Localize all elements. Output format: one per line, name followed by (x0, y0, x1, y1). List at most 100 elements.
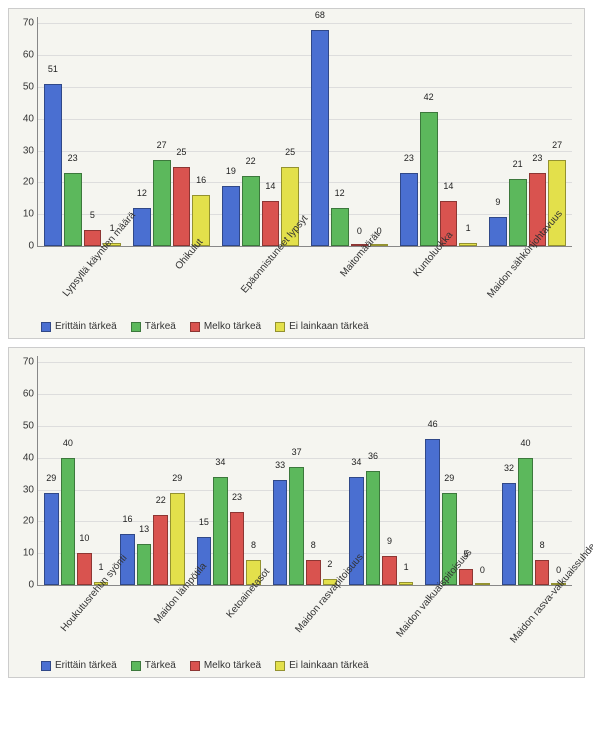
bar-wrap: 14 (440, 17, 458, 246)
bar-wrap: 16 (120, 356, 135, 585)
bar (548, 160, 566, 246)
y-tick-label: 0 (14, 241, 34, 252)
bar-value-label: 34 (215, 457, 225, 467)
bar-wrap: 0 (370, 17, 388, 246)
bar-wrap: 40 (518, 356, 533, 585)
legend-item: Melko tärkeä (190, 321, 261, 332)
y-tick-label: 40 (14, 452, 34, 463)
bar-wrap: 25 (173, 17, 191, 246)
bar-group: 2342141 (394, 17, 483, 246)
bar-value-label: 23 (232, 492, 242, 502)
bar-wrap: 22 (153, 356, 168, 585)
bar-wrap: 16 (192, 17, 210, 246)
bar-value-label: 19 (226, 166, 236, 176)
bar-group: 19221425 (216, 17, 305, 246)
legend-swatch (190, 322, 200, 332)
bar-value-label: 23 (68, 153, 78, 163)
bar-wrap: 37 (289, 356, 304, 585)
bar-wrap: 51 (44, 17, 62, 246)
bar (153, 515, 168, 585)
legend-item: Ei lainkaan tärkeä (275, 660, 369, 671)
bar (289, 467, 304, 585)
bar-value-label: 37 (292, 447, 302, 457)
bar-value-label: 23 (404, 153, 414, 163)
bar-value-label: 22 (246, 156, 256, 166)
bar-wrap: 68 (311, 17, 329, 246)
bar-wrap: 40 (61, 356, 76, 585)
bar (502, 483, 517, 585)
bar-wrap: 1 (399, 356, 414, 585)
y-tick-label: 60 (14, 50, 34, 61)
bar-group: 15 34 23 8 (191, 356, 267, 585)
bar-value-label: 40 (63, 438, 73, 448)
bar-value-label: 10 (79, 533, 89, 543)
bar (170, 493, 185, 585)
bar-wrap: 1 (459, 17, 477, 246)
y-tick-label: 20 (14, 516, 34, 527)
bar-wrap: 0 (351, 17, 369, 246)
bar-wrap: 29 (44, 356, 59, 585)
bar-group: 333782 (267, 356, 343, 585)
bar-wrap: 8 (306, 356, 321, 585)
bar-wrap: 22 (242, 17, 260, 246)
bar (44, 493, 59, 585)
legend-label: Tärkeä (145, 660, 176, 671)
x-axis-labels: Lypsyllä käyntien määräOhikulutEpäonnist… (37, 247, 572, 317)
plot-area: 0102030405060705123511227251619221425681… (37, 17, 572, 247)
bar-wrap: 0 (475, 356, 490, 585)
bar-wrap: 46 (425, 356, 440, 585)
bar-wrap: 27 (153, 17, 171, 246)
bar-wrap: 23 (64, 17, 82, 246)
bar-value-label: 9 (387, 536, 392, 546)
bar (475, 583, 490, 585)
bar-value-label: 8 (311, 540, 316, 550)
bar-value-label: 5 (90, 210, 95, 220)
bar-value-label: 12 (137, 188, 147, 198)
chart-2: 0102030405060702940101161322291534238333… (8, 347, 585, 678)
bar-value-label: 8 (251, 540, 256, 550)
bar-value-label: 12 (335, 188, 345, 198)
legend-item: Erittäin tärkeä (41, 660, 117, 671)
legend-swatch (190, 661, 200, 671)
bar (518, 458, 533, 585)
bar-wrap: 23 (529, 17, 547, 246)
bar-group: 512351 (38, 17, 127, 246)
bar-value-label: 34 (351, 457, 361, 467)
bar (213, 477, 228, 585)
bar-value-label: 14 (443, 181, 453, 191)
bar (311, 30, 329, 246)
bar (153, 160, 171, 246)
bar (64, 173, 82, 246)
bar (173, 167, 191, 247)
bar-wrap: 13 (137, 356, 152, 585)
legend-label: Erittäin tärkeä (55, 660, 117, 671)
bar-wrap: 34 (213, 356, 228, 585)
chart-1: 0102030405060705123511227251619221425681… (8, 8, 585, 339)
bar (331, 208, 349, 246)
bar-value-label: 32 (504, 463, 514, 473)
y-tick-label: 70 (14, 18, 34, 29)
bar-value-label: 9 (495, 197, 500, 207)
bar-wrap: 21 (509, 17, 527, 246)
legend-swatch (131, 322, 141, 332)
bar-value-label: 2 (327, 559, 332, 569)
bar-value-label: 46 (428, 419, 438, 429)
legend: Erittäin tärkeäTärkeäMelko tärkeäEi lain… (13, 656, 580, 673)
legend-label: Ei lainkaan tärkeä (289, 660, 369, 671)
bar-wrap: 1 (94, 356, 109, 585)
bar (137, 544, 152, 585)
y-tick-label: 40 (14, 113, 34, 124)
bar-value-label: 51 (48, 64, 58, 74)
bar (425, 439, 440, 585)
legend-swatch (275, 661, 285, 671)
bar-value-label: 15 (199, 517, 209, 527)
bar (222, 186, 240, 246)
bar-value-label: 1 (404, 562, 409, 572)
bar-value-label: 68 (315, 10, 325, 20)
legend-swatch (275, 322, 285, 332)
bar-value-label: 0 (480, 565, 485, 575)
bar-value-label: 27 (157, 140, 167, 150)
legend-item: Tärkeä (131, 660, 176, 671)
bar-value-label: 13 (139, 524, 149, 534)
bar-value-label: 14 (265, 181, 275, 191)
